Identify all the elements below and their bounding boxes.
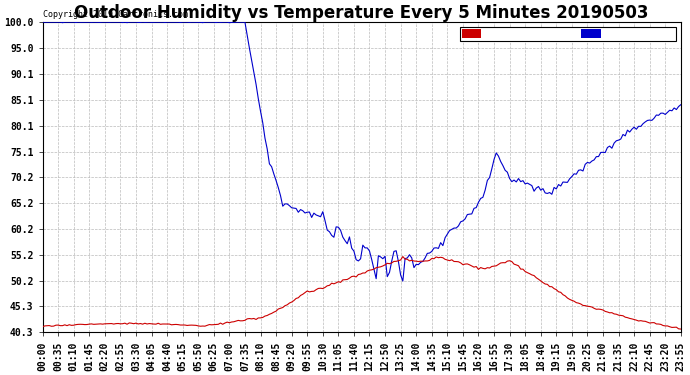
Title: Outdoor Humidity vs Temperature Every 5 Minutes 20190503: Outdoor Humidity vs Temperature Every 5 …	[75, 4, 649, 22]
Text: Copyright 2019 Cartronics.com: Copyright 2019 Cartronics.com	[43, 10, 188, 19]
Legend: Temperature (°F), Humidity (%): Temperature (°F), Humidity (%)	[460, 27, 676, 41]
